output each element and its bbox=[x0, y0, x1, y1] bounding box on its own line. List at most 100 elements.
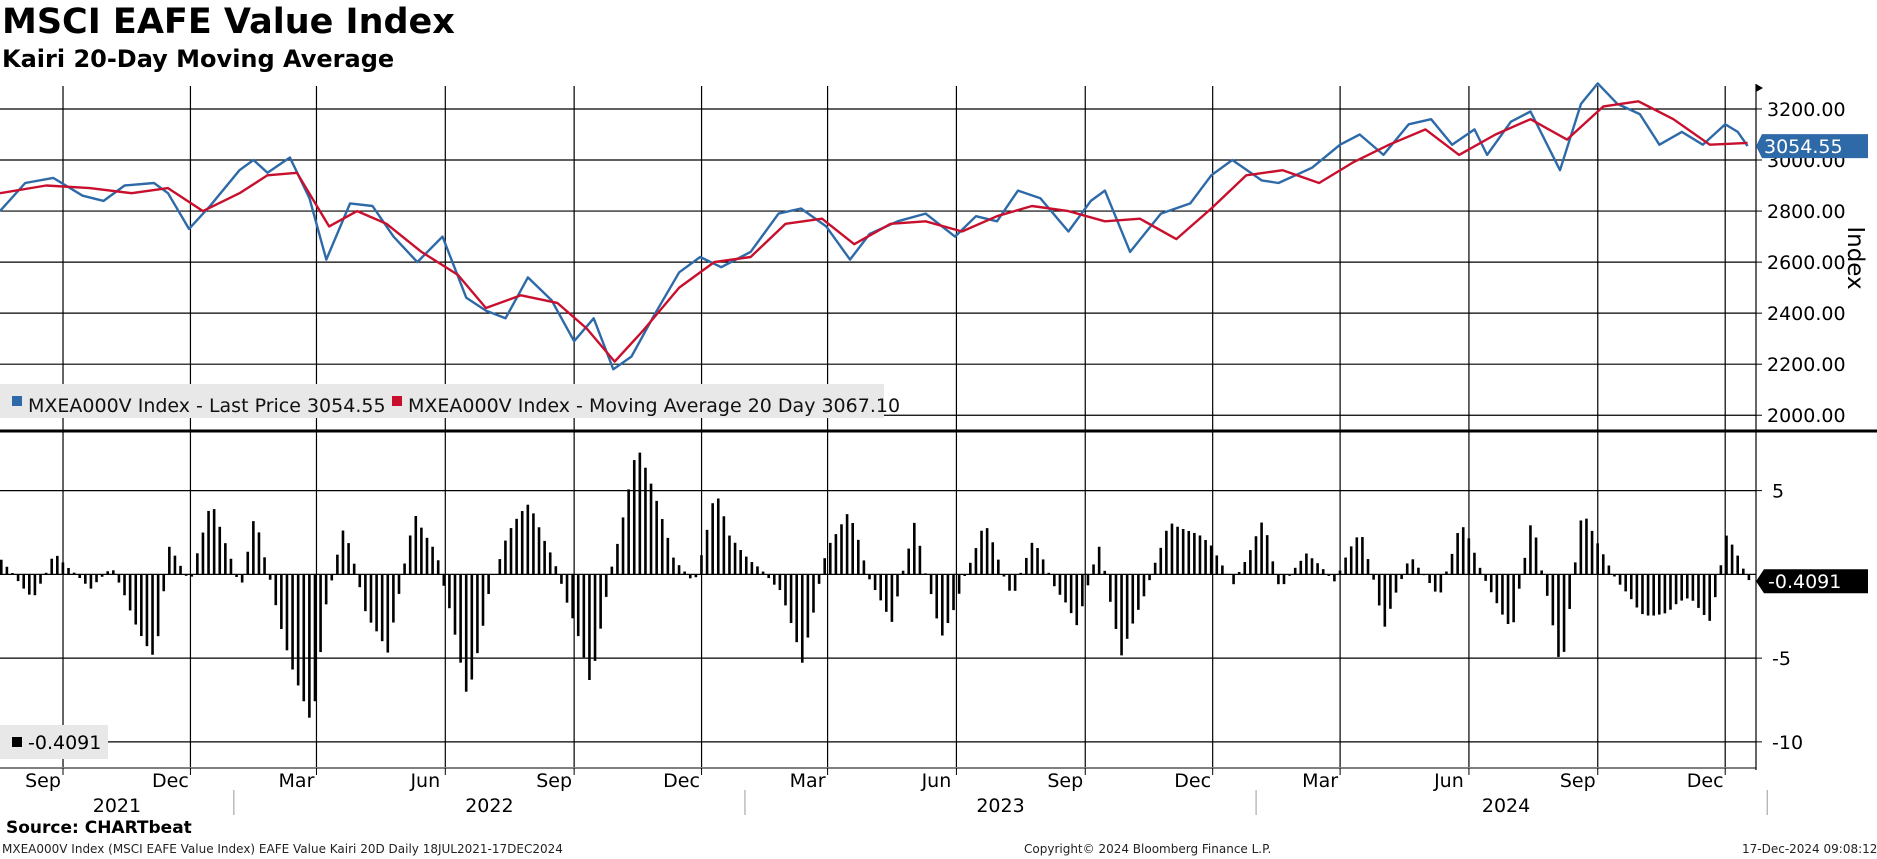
kairi-bar bbox=[1069, 574, 1073, 614]
kairi-bar bbox=[1596, 543, 1599, 575]
kairi-bar bbox=[616, 543, 619, 575]
kairi-bar bbox=[330, 574, 334, 581]
kairi-bar bbox=[1713, 574, 1717, 598]
kairi-bar bbox=[448, 574, 451, 609]
kairi-bar bbox=[526, 504, 530, 575]
kairi-bar bbox=[856, 539, 860, 575]
legend-label: MXEA000V Index - Moving Average 20 Day 3… bbox=[408, 395, 900, 417]
kairi-bar bbox=[16, 574, 20, 582]
kairi-bar bbox=[280, 574, 283, 629]
kairi-bar bbox=[1036, 547, 1039, 575]
kairi-bar bbox=[1428, 574, 1431, 584]
month-label: Dec bbox=[663, 770, 700, 792]
kairi-bar bbox=[224, 543, 227, 575]
kairi-bar bbox=[1501, 574, 1504, 615]
kairi-bars bbox=[0, 452, 1751, 718]
kairi-bar bbox=[655, 500, 658, 575]
kairi-bar bbox=[1344, 557, 1347, 575]
kairi-bar bbox=[1422, 574, 1426, 576]
kairi-bar bbox=[1551, 574, 1555, 626]
kairi-bar bbox=[1394, 574, 1398, 593]
kairi-bar bbox=[1254, 536, 1258, 575]
kairi-bar bbox=[22, 574, 26, 589]
kairi-bar bbox=[873, 574, 877, 591]
kairi-bar bbox=[414, 516, 418, 575]
kairi-bar bbox=[1181, 528, 1185, 575]
y-axis-label: Index bbox=[1842, 226, 1868, 289]
kairi-bar bbox=[1389, 574, 1392, 609]
kairi-bar bbox=[728, 535, 731, 575]
kairi-bar bbox=[1579, 520, 1583, 575]
kairi-bar bbox=[1545, 574, 1549, 596]
legend-label: -0.4091 bbox=[28, 732, 101, 754]
kairi-bar bbox=[442, 574, 446, 586]
price-last-tag bbox=[1756, 134, 1868, 159]
kairi-bar bbox=[604, 574, 608, 597]
kairi-bar bbox=[1495, 574, 1499, 604]
kairi-tick-label: -5 bbox=[1772, 648, 1791, 670]
kairi-bar bbox=[403, 563, 406, 575]
kairi-bar bbox=[688, 574, 692, 579]
kairi-bar bbox=[711, 503, 714, 575]
kairi-bar bbox=[145, 574, 149, 647]
kairi-bar bbox=[291, 574, 294, 670]
month-label: Jun bbox=[1433, 770, 1464, 792]
kairi-bar bbox=[565, 574, 569, 603]
kairi-bar bbox=[1484, 574, 1487, 581]
kairi-bar bbox=[1170, 523, 1174, 575]
kairi-bar bbox=[935, 574, 939, 619]
kairi-bar bbox=[1417, 567, 1420, 575]
kairi-bar bbox=[1646, 574, 1650, 616]
kairi-bar bbox=[1271, 561, 1275, 575]
kairi-bar bbox=[341, 530, 345, 575]
price-last-tag-label: 3054.55 bbox=[1764, 136, 1843, 158]
kairi-bar bbox=[89, 574, 93, 589]
kairi-bar bbox=[470, 574, 474, 680]
kairi-bar bbox=[313, 574, 317, 702]
kairi-bar bbox=[1747, 574, 1751, 581]
price-tick-label: 3200.00 bbox=[1767, 99, 1846, 121]
kairi-bar bbox=[84, 574, 87, 584]
kairi-bar bbox=[11, 573, 14, 575]
kairi-bar bbox=[212, 509, 216, 575]
kairi-bar bbox=[1092, 564, 1095, 575]
kairi-bar bbox=[1086, 574, 1090, 586]
kairi-bar bbox=[806, 574, 810, 638]
kairi-bar bbox=[621, 517, 625, 575]
month-label: Jun bbox=[409, 770, 440, 792]
kairi-bar bbox=[1025, 557, 1028, 575]
kairi-bar bbox=[100, 574, 104, 577]
kairi-bar bbox=[1635, 574, 1639, 608]
axis-arrow-top bbox=[1756, 84, 1763, 92]
kairi-bar bbox=[1109, 574, 1112, 602]
legend-swatch bbox=[12, 737, 22, 747]
month-label: Dec bbox=[1174, 770, 1211, 792]
kairi-bar bbox=[548, 552, 552, 575]
kairi-bar bbox=[156, 574, 160, 637]
kairi-bar bbox=[140, 574, 143, 637]
kairi-bar bbox=[1019, 572, 1023, 575]
kairi-bar bbox=[789, 574, 793, 624]
kairi-bar bbox=[1260, 522, 1263, 575]
kairi-bar bbox=[56, 555, 59, 575]
price-tick-label: 2000.00 bbox=[1767, 405, 1846, 427]
month-label: Mar bbox=[1302, 770, 1338, 792]
kairi-bar bbox=[845, 514, 849, 575]
kairi-bar bbox=[134, 574, 138, 625]
kairi-bar bbox=[190, 574, 194, 577]
kairi-bar bbox=[1478, 567, 1482, 575]
kairi-bar bbox=[1187, 531, 1191, 575]
kairi-bar bbox=[78, 574, 82, 578]
kairi-bar bbox=[1585, 518, 1588, 575]
kairi-bar bbox=[672, 557, 675, 575]
kairi-bar bbox=[1400, 574, 1403, 580]
footer-description: MXEA000V Index (MSCI EAFE Value Index) E… bbox=[2, 842, 563, 856]
kairi-bar bbox=[784, 574, 787, 606]
kairi-bar bbox=[1540, 570, 1543, 575]
kairi-bar bbox=[229, 558, 233, 575]
kairi-bar bbox=[5, 566, 9, 575]
price-tick-label: 2200.00 bbox=[1767, 354, 1846, 376]
kairi-bar bbox=[1361, 537, 1364, 575]
kairi-bar bbox=[862, 560, 866, 575]
